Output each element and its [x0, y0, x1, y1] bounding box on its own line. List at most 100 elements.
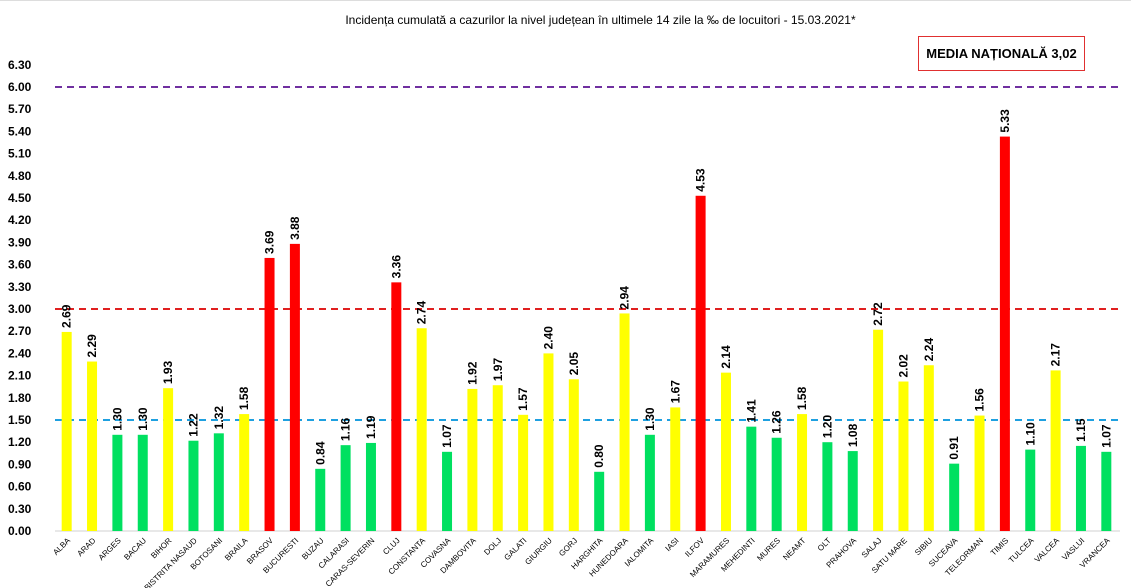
y-tick-label: 5.70	[8, 102, 32, 116]
data-label: 1.30	[110, 407, 124, 431]
bar	[822, 442, 833, 531]
bar	[619, 313, 630, 531]
bar	[391, 282, 402, 531]
data-label: 1.19	[364, 415, 378, 439]
y-tick-label: 6.30	[8, 58, 32, 72]
x-tick-label: ILFOV	[683, 536, 706, 559]
bar	[416, 328, 427, 531]
bar	[87, 361, 98, 531]
data-label: 1.41	[744, 399, 758, 423]
data-label: 2.72	[871, 302, 885, 326]
x-tick-label: DOLJ	[482, 536, 503, 557]
x-tick-label: BACAU	[122, 536, 148, 562]
x-tick-label: VALCEA	[1033, 536, 1062, 565]
bar	[873, 329, 884, 531]
y-tick-label: 1.80	[8, 391, 32, 405]
y-tick-label: 3.60	[8, 258, 32, 272]
y-tick-label: 0.60	[8, 480, 32, 494]
y-tick-label: 3.00	[8, 302, 32, 316]
x-tick-label: SALAJ	[860, 536, 884, 560]
data-label: 1.26	[770, 410, 784, 434]
x-tick-label: ARAD	[75, 536, 97, 558]
data-label: 1.07	[1099, 424, 1113, 448]
data-label: 3.69	[263, 230, 277, 254]
x-tick-label: NEAMT	[781, 536, 807, 562]
bar	[847, 451, 858, 531]
data-label: 1.58	[795, 386, 809, 410]
data-label: 2.02	[896, 354, 910, 378]
bar	[923, 365, 934, 531]
data-label: 2.14	[719, 345, 733, 369]
x-tick-label: TIMIS	[989, 536, 1010, 557]
data-label: 2.24	[922, 338, 936, 362]
bar	[670, 407, 681, 531]
data-label: 2.69	[60, 304, 74, 328]
data-label: 1.57	[516, 387, 530, 411]
data-label: 1.56	[973, 388, 987, 412]
bar	[340, 445, 351, 531]
bar	[1101, 451, 1112, 531]
data-label: 1.58	[237, 386, 251, 410]
x-tick-label: SIBIU	[913, 536, 934, 557]
bar	[1075, 445, 1086, 531]
bar	[999, 136, 1010, 531]
bar	[594, 471, 605, 531]
bar	[568, 379, 579, 531]
data-label: 2.17	[1049, 343, 1063, 367]
data-label: 4.53	[694, 168, 708, 192]
x-tick-label: GORJ	[557, 536, 579, 558]
data-label: 1.32	[212, 406, 226, 430]
bar	[746, 426, 757, 531]
data-label: 1.93	[161, 360, 175, 384]
data-label: 1.20	[820, 415, 834, 439]
bar	[289, 243, 300, 531]
bar	[949, 463, 960, 531]
y-tick-label: 0.00	[8, 524, 32, 538]
data-label: 0.80	[592, 444, 606, 468]
bar	[213, 433, 224, 531]
data-label: 0.84	[313, 441, 327, 465]
y-tick-label: 5.40	[8, 124, 32, 138]
bar	[720, 372, 731, 531]
data-label: 1.07	[440, 424, 454, 448]
national-average-annotation: MEDIA NAȚIONALĂ 3,02	[918, 36, 1085, 71]
x-tick-label: OLT	[816, 536, 833, 553]
bar	[137, 434, 148, 531]
data-label: 5.33	[998, 109, 1012, 133]
y-tick-label: 4.80	[8, 169, 32, 183]
y-tick-label: 1.20	[8, 435, 32, 449]
bar	[543, 353, 554, 531]
x-tick-label: MURES	[755, 536, 782, 563]
bar	[518, 414, 529, 531]
bar	[898, 381, 909, 531]
data-label: 1.10	[1023, 422, 1037, 446]
data-label: 2.05	[567, 352, 581, 376]
data-label: 2.40	[541, 326, 555, 350]
bar	[112, 434, 123, 531]
x-tick-label: BIHOR	[149, 536, 173, 560]
data-label: 1.15	[1074, 418, 1088, 442]
y-tick-label: 2.70	[8, 324, 32, 338]
y-tick-label: 0.30	[8, 502, 32, 516]
x-tick-label: IASI	[664, 536, 681, 553]
bar	[1050, 370, 1061, 531]
bar	[365, 442, 376, 531]
x-tick-label: CARAS-SEVERIN	[324, 536, 377, 588]
data-label: 3.36	[389, 255, 403, 279]
bar	[442, 451, 453, 531]
x-tick-label: ARGES	[97, 536, 123, 562]
y-tick-label: 3.90	[8, 235, 32, 249]
y-tick-label: 6.00	[8, 80, 32, 94]
bar	[467, 388, 478, 531]
y-tick-label: 4.50	[8, 191, 32, 205]
bar	[492, 385, 503, 531]
bar	[61, 331, 72, 531]
y-tick-label: 1.50	[8, 413, 32, 427]
x-tick-label: ALBA	[51, 536, 72, 557]
data-label: 2.94	[618, 286, 632, 310]
x-tick-label: GIURGIU	[523, 536, 554, 567]
data-label: 1.22	[186, 413, 200, 437]
data-label: 1.97	[491, 358, 505, 382]
